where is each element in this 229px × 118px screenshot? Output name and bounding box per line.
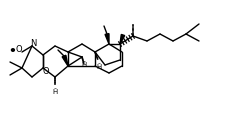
- Text: N: N: [30, 40, 36, 48]
- Polygon shape: [120, 34, 124, 44]
- Text: H̄: H̄: [52, 89, 57, 95]
- Text: H̄: H̄: [96, 64, 101, 70]
- Text: •: •: [8, 46, 16, 59]
- Text: H̄: H̄: [81, 62, 86, 68]
- Polygon shape: [62, 55, 68, 66]
- Text: O: O: [43, 67, 49, 76]
- Polygon shape: [105, 34, 109, 44]
- Text: O: O: [16, 44, 22, 53]
